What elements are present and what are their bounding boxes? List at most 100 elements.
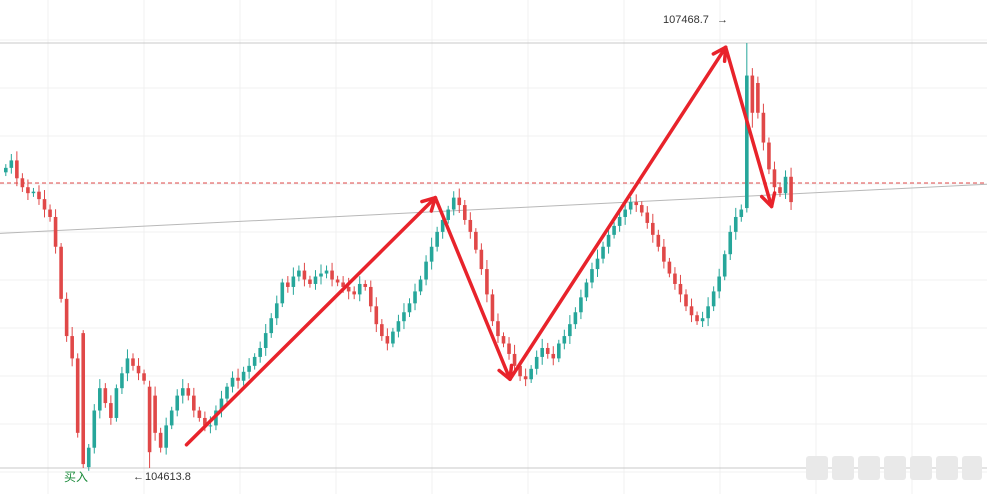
candle-body [485, 269, 489, 295]
candle [9, 154, 14, 174]
candle-body [756, 83, 760, 113]
trend-arrow-shaft [508, 45, 728, 381]
low-arrow-marker: ← [133, 471, 144, 483]
candle-body [407, 303, 412, 313]
candle-body [562, 336, 567, 344]
candle [462, 200, 467, 225]
candle-body [595, 258, 600, 270]
candle-body [623, 209, 627, 217]
candle-body [523, 376, 528, 380]
candle [761, 103, 766, 151]
candle-body [208, 425, 213, 427]
candle-body [733, 216, 738, 232]
trend-arrows [184, 45, 777, 447]
candle [385, 328, 390, 351]
candle [789, 167, 793, 210]
candle-body [241, 371, 246, 381]
candle-body [291, 276, 296, 287]
candle-body [772, 169, 777, 188]
candle [81, 330, 86, 468]
candle-body [286, 282, 290, 287]
candle [617, 210, 622, 232]
candle-body [722, 254, 727, 277]
candle [192, 387, 196, 418]
candle [496, 313, 500, 343]
candle-body [468, 219, 473, 232]
candle [756, 76, 760, 119]
candle-body [529, 368, 533, 380]
candles [4, 43, 793, 471]
candle-body [778, 187, 782, 194]
candle [783, 170, 788, 199]
candle-body [462, 205, 467, 220]
candle [529, 365, 533, 383]
candle [131, 353, 135, 371]
candle [286, 276, 290, 293]
candle-body [739, 209, 744, 217]
candle-body [192, 395, 196, 411]
candle [468, 212, 473, 239]
candle-body [48, 209, 52, 217]
candle [402, 303, 406, 330]
candle [557, 339, 561, 363]
candle-body [545, 347, 550, 354]
candle [380, 319, 384, 341]
candle [241, 366, 246, 386]
candle-body [4, 167, 8, 173]
candle-body [673, 273, 677, 284]
candle [733, 207, 738, 240]
candle-body [656, 234, 661, 247]
candle-body [429, 246, 434, 262]
candle [274, 295, 279, 326]
candle [396, 314, 401, 338]
candle [109, 395, 113, 425]
trend-arrow [508, 45, 728, 381]
candle [186, 383, 191, 401]
candle [53, 209, 58, 254]
candle [612, 222, 616, 239]
candle [579, 289, 583, 320]
candle [645, 206, 650, 229]
candle-body [634, 202, 639, 206]
candle [330, 262, 334, 287]
candle [4, 164, 8, 177]
candle [335, 275, 340, 287]
candle [745, 43, 749, 213]
candle-body [579, 297, 583, 313]
candle [302, 262, 307, 287]
high-price-label: 107468.7 [663, 14, 709, 26]
candle-body [501, 336, 506, 344]
candle-body [230, 377, 235, 387]
candle [639, 201, 644, 217]
candle-body [98, 388, 102, 411]
candle-body [628, 202, 633, 210]
candle [673, 267, 677, 290]
candle-body [15, 160, 19, 179]
candle-body [319, 273, 323, 277]
candle-body [64, 298, 69, 337]
candle-body [324, 270, 329, 274]
candle [407, 298, 412, 318]
candle-body [341, 282, 345, 287]
candle-body [783, 176, 788, 194]
candle [297, 265, 301, 282]
candle-body [280, 282, 285, 304]
candle [568, 315, 572, 344]
candle [457, 188, 462, 213]
candle [15, 151, 19, 187]
candle-body [507, 343, 511, 354]
candle [37, 185, 41, 205]
candle-body [750, 75, 755, 113]
candle-body [263, 333, 268, 348]
candle [153, 386, 157, 441]
candle-body [767, 142, 771, 170]
candle-body [446, 209, 450, 220]
candle-body [20, 178, 25, 188]
candle-body [92, 410, 97, 448]
candle [219, 390, 224, 418]
candle [634, 194, 639, 212]
candle [114, 384, 119, 422]
candle-body [761, 112, 766, 143]
candle [490, 289, 495, 326]
candle-body [164, 425, 168, 448]
